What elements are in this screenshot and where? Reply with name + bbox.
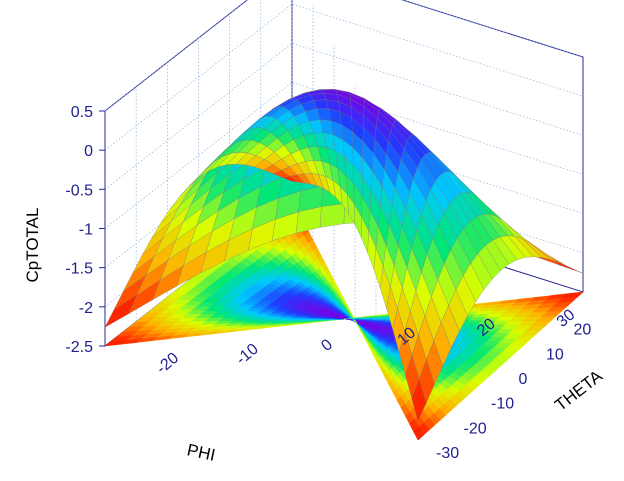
floor-cell: [413, 426, 424, 441]
x-axis-label: PHI: [185, 440, 217, 464]
x-tick-label: -10: [233, 341, 262, 369]
y-tick-label: -10: [491, 396, 514, 413]
z-tick-label: 0: [84, 143, 93, 160]
z-tick-label: -1: [79, 222, 93, 239]
surface-cell: [411, 378, 427, 423]
y-tick-label: 20: [574, 322, 592, 339]
z-tick-label: -0.5: [65, 182, 93, 199]
z-tick-label: -2: [79, 300, 93, 317]
y-tick-label: -30: [436, 445, 459, 462]
x-tick-label: -20: [153, 350, 182, 378]
surface-cell: [319, 203, 345, 228]
z-tick-label: 0.5: [71, 104, 93, 121]
y-axis-ticks: -30 -20-10 0 10 20: [436, 322, 591, 462]
z-axis-ticks: 0.5 0 -0.5 -1 -1.5 -2 -2.5: [65, 104, 105, 356]
x-tick-label: 0: [318, 336, 336, 355]
y-tick-label: 10: [546, 346, 564, 363]
surface-mesh: [104, 89, 584, 423]
z-axis-label: CpTOTAL: [23, 208, 42, 283]
z-tick-label: -2.5: [65, 339, 93, 356]
z-tick-label: -1.5: [65, 261, 93, 278]
y-axis-label: THETA: [551, 366, 606, 415]
y-tick-label: 0: [519, 371, 528, 388]
y-tick-label: -20: [464, 420, 487, 437]
